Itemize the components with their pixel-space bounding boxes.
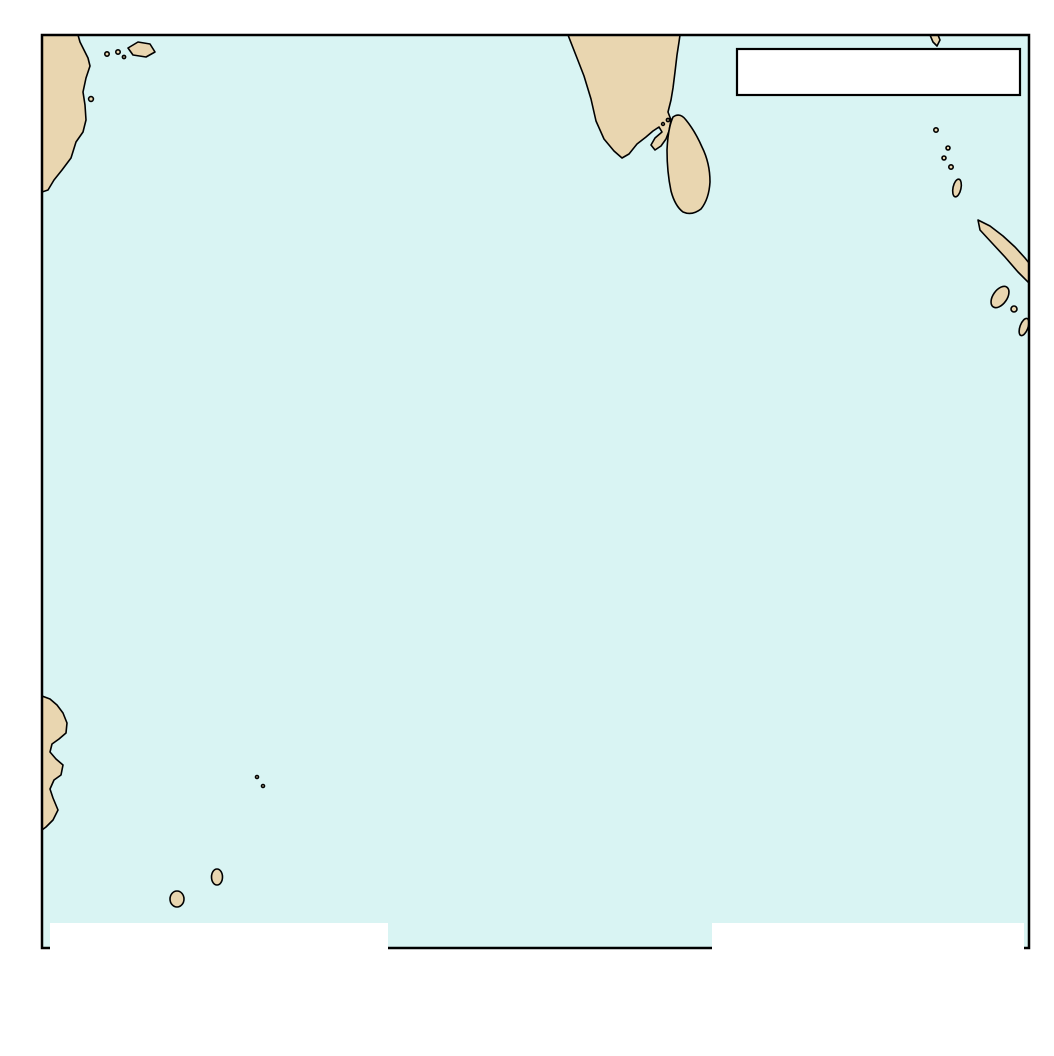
- islet: [941, 155, 947, 161]
- islet: [945, 145, 951, 151]
- land-sumatra: [977, 219, 1028, 284]
- islet: [115, 48, 122, 55]
- islet: [932, 127, 939, 134]
- legend-left-bg: [50, 923, 388, 951]
- legend-left: [50, 923, 388, 951]
- land-somalia: [43, 36, 91, 193]
- islet: [665, 117, 671, 123]
- islet: [87, 95, 95, 103]
- islet: [121, 54, 127, 60]
- islet: [254, 774, 260, 780]
- ocean-background: [42, 35, 1029, 948]
- islet: [660, 121, 666, 127]
- legend-right: [712, 923, 1024, 951]
- land-sri-lanka: [666, 114, 711, 215]
- land-mauritius: [210, 868, 224, 886]
- land-socotra-island: [127, 41, 156, 58]
- map-border: [40, 33, 1031, 950]
- land-malay-tip: [929, 36, 941, 47]
- legend-right-bg: [712, 923, 1024, 951]
- land-nias-island: [990, 285, 1010, 309]
- islet: [104, 50, 111, 57]
- land-india: [567, 36, 681, 159]
- islet: [260, 783, 266, 789]
- land-madagascar: [43, 695, 68, 831]
- islet: [1010, 305, 1018, 313]
- land-nicobar-island: [951, 178, 963, 198]
- islet: [947, 164, 954, 171]
- landmasses: [43, 36, 1028, 908]
- watermark-frame: [735, 47, 1022, 97]
- watermark-box: [735, 47, 1022, 97]
- land-reunion: [169, 890, 185, 908]
